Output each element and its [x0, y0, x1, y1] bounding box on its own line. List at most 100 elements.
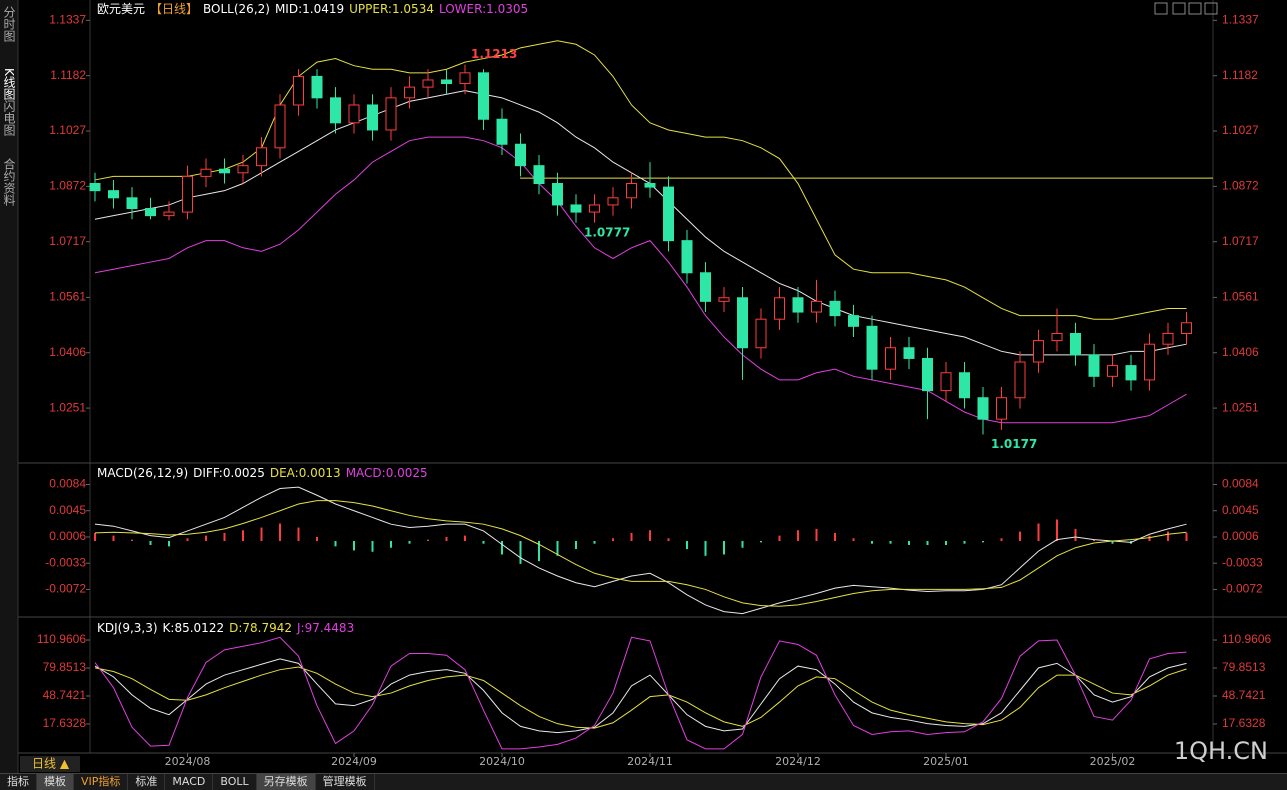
x-tick-label: 2024/11: [627, 755, 673, 768]
sidebar-tab[interactable]: 分时图: [2, 6, 16, 42]
watermark: 1QH.CN: [1174, 737, 1268, 765]
tab[interactable]: 指标: [0, 774, 37, 790]
candle-body: [478, 72, 489, 120]
candle-body: [848, 315, 859, 327]
candle-body: [293, 75, 304, 106]
kdj-line: [94, 658, 1187, 734]
candle-body: [1088, 354, 1100, 377]
y-tick-label: 0.0006: [49, 529, 86, 543]
candle-body: [1125, 365, 1137, 381]
period-button[interactable]: 日线 ▲: [32, 757, 70, 771]
candle-body: [348, 104, 360, 124]
sidebar-tab[interactable]: K线图: [2, 68, 16, 100]
kdj-line: [94, 666, 1187, 729]
candle-body: [385, 97, 397, 131]
y-tick-label: 1.0251: [49, 400, 86, 414]
y-tick-label: 1.0872: [1222, 179, 1259, 193]
candle-body: [404, 86, 415, 99]
candle-body: [552, 183, 563, 206]
candle-body: [700, 272, 711, 302]
icon[interactable]: [1154, 2, 1168, 15]
candle-body: [108, 190, 119, 199]
y-tick-label: 110.9606: [1222, 632, 1271, 646]
candle-body: [219, 168, 230, 174]
x-tick-label: 2024/08: [165, 755, 211, 768]
y-tick-label: 1.1337: [49, 13, 86, 27]
candle-body: [1033, 340, 1044, 363]
icon[interactable]: [1172, 2, 1186, 15]
y-tick-label: 79.8513: [1222, 660, 1266, 674]
sidebar: [0, 0, 18, 773]
y-tick-label: 1.0251: [1222, 400, 1259, 414]
x-tick-label: 2024/09: [331, 755, 377, 768]
candle-body: [977, 397, 989, 420]
candle-body: [367, 104, 378, 131]
candle-body: [126, 197, 138, 210]
period-button-bg[interactable]: [20, 756, 80, 772]
y-tick-label: -0.0072: [45, 582, 86, 596]
y-tick-label: 17.6328: [1222, 716, 1266, 730]
tab[interactable]: VIP指标: [74, 774, 129, 790]
candle-body: [1162, 332, 1174, 345]
icon[interactable]: [1188, 2, 1202, 15]
candle-body: [755, 318, 767, 349]
candle-body: [718, 297, 730, 302]
y-tick-label: 1.1027: [1222, 123, 1259, 137]
tab[interactable]: 管理模板: [316, 774, 375, 790]
macd-line: [94, 486, 1187, 615]
candle-body: [737, 297, 748, 349]
extreme-label: 1.0777: [584, 225, 630, 239]
legend-entry: MID:1.0419: [275, 2, 344, 16]
boll-line: [94, 136, 1187, 424]
y-tick-label: 1.0717: [49, 234, 86, 248]
y-tick-label: -0.0033: [1222, 555, 1263, 569]
tab[interactable]: BOLL: [213, 774, 257, 790]
candle-body: [1107, 365, 1118, 377]
y-tick-label: 0.0045: [1222, 503, 1259, 517]
tab[interactable]: 另存模板: [256, 774, 316, 790]
extreme-label: 1.1213: [471, 47, 517, 61]
y-tick-label: 1.1182: [50, 68, 86, 82]
candle-body: [459, 72, 471, 85]
candle-body: [885, 347, 896, 370]
legend-entry: J:97.4483: [296, 621, 354, 635]
candle-body: [922, 357, 933, 392]
candle-body: [959, 372, 970, 399]
legend-entry: UPPER:1.0534: [349, 2, 434, 16]
candle-body: [330, 97, 341, 124]
icon[interactable]: [1204, 2, 1218, 15]
macd-line: [94, 500, 1187, 607]
sidebar-tab[interactable]: 合约资料: [2, 157, 16, 206]
candle-body: [1070, 332, 1081, 356]
candle-body: [1051, 332, 1063, 342]
y-tick-label: 0.0006: [1222, 529, 1259, 543]
tab[interactable]: 标准: [128, 774, 166, 790]
y-tick-label: 1.1182: [1222, 68, 1258, 82]
x-tick-label: 2024/10: [479, 755, 525, 768]
y-tick-label: 1.1027: [49, 123, 86, 137]
panel-header: KDJ(9,3,3) K:85.0122 D:78.7942 J:97.4483: [97, 621, 354, 635]
y-tick-label: 1.0561: [1222, 290, 1259, 304]
indicator: MACD(26,12,9): [97, 466, 188, 480]
tab[interactable]: 模板: [37, 774, 74, 790]
candle-body: [256, 147, 267, 167]
x-tick-label: 2024/12: [775, 755, 821, 768]
y-tick-label: 0.0084: [1222, 477, 1259, 491]
candle-body: [200, 168, 212, 177]
y-tick-label: 79.8513: [43, 660, 87, 674]
candle-body: [422, 79, 434, 88]
tab[interactable]: MACD: [165, 774, 214, 790]
period: 【日线】: [150, 2, 198, 16]
panel-header: 欧元美元 【日线】 BOLL(26,2) MID:1.0419 UPPER:1.0534…: [97, 2, 528, 16]
candle-body: [903, 347, 915, 359]
y-tick-label: 17.6328: [43, 716, 87, 730]
sidebar-tab[interactable]: 闪电图: [2, 100, 16, 136]
candle-body: [182, 175, 193, 213]
candle-body: [866, 325, 878, 370]
candle-body: [626, 183, 637, 199]
y-tick-label: 110.9606: [37, 632, 86, 646]
y-tick-label: 0.0045: [49, 503, 86, 517]
candle-body: [1014, 361, 1026, 399]
